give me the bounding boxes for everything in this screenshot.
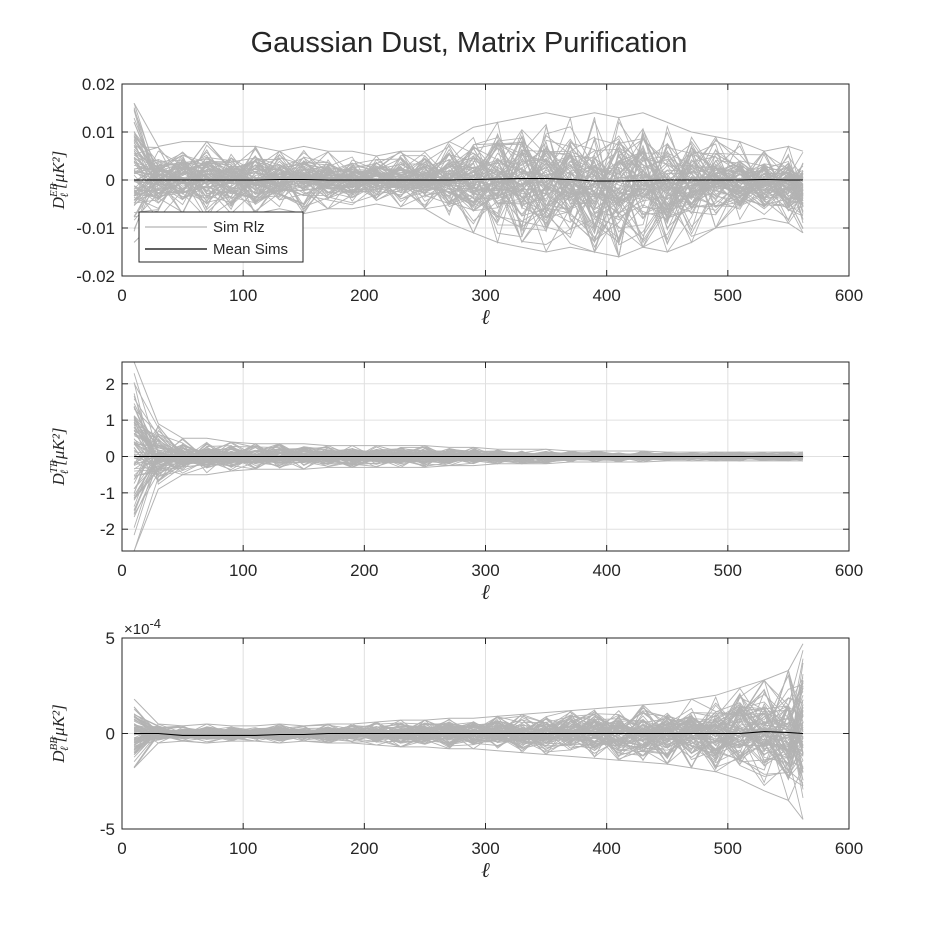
- mean-sims-line: [134, 178, 803, 182]
- legend-label: Sim Rlz: [213, 219, 265, 236]
- sim-rlz-line: [133, 144, 804, 238]
- y-tick-label: 5: [106, 629, 115, 648]
- sim-rlz-upper-envelope: [133, 643, 804, 727]
- sim-rlz-line: [134, 123, 804, 241]
- x-tick-label: 600: [835, 561, 863, 580]
- x-axis-label: ℓ: [481, 858, 490, 882]
- legend-label: Mean Sims: [213, 241, 288, 258]
- y-axis-label: DBBℓ[μK²]: [48, 704, 71, 764]
- sim-realizations: [133, 643, 804, 820]
- x-axis-label: ℓ: [481, 305, 490, 329]
- panels: 0 100 200 300 400 500 6000.020.010-0.01-0.02ℓD…: [48, 75, 863, 882]
- y-tick-label: 1: [106, 411, 115, 430]
- x-tick-label: 400: [592, 561, 620, 580]
- sim-rlz-line: [133, 126, 804, 257]
- sim-rlz-line: [133, 135, 804, 244]
- figure-title: Gaussian Dust, Matrix Purification: [251, 27, 688, 59]
- x-tick-label: 0: [117, 286, 126, 305]
- sim-rlz-line: [134, 698, 804, 781]
- x-tick-label: 0: [117, 839, 126, 858]
- sim-rlz-line: [133, 146, 804, 248]
- sim-rlz-line: [133, 143, 804, 232]
- y-tick-label: -0.02: [76, 267, 115, 286]
- sim-rlz-line: [133, 136, 804, 217]
- mean-sims-line: [134, 731, 804, 736]
- sim-rlz-upper-envelope: [133, 361, 803, 453]
- x-tick-label: 200: [350, 286, 378, 305]
- y-tick-label: 2: [106, 375, 115, 394]
- sim-rlz-lower-envelope: [133, 740, 804, 820]
- x-tick-label: 300: [471, 839, 499, 858]
- sim-rlz-line: [134, 709, 804, 771]
- y-tick-label: 0: [106, 725, 115, 744]
- x-tick-label: 100: [229, 286, 257, 305]
- sim-rlz-upper-envelope: [133, 102, 804, 157]
- sim-rlz-line: [133, 701, 804, 761]
- x-tick-label: 100: [229, 561, 257, 580]
- x-tick-label: 600: [835, 839, 863, 858]
- x-tick-label: 500: [714, 561, 742, 580]
- y-tick-label: -1: [100, 484, 115, 503]
- x-tick-label: 200: [350, 561, 378, 580]
- x-tick-label: 500: [714, 286, 742, 305]
- chart-panel-2: 0 100 200 300 400 500 600 2 1 0 -1 -2 ℓ DTBℓ[μK²]: [48, 361, 863, 604]
- sim-rlz-lower-envelope: [133, 460, 803, 552]
- chart-panel-1: 0 100 200 300 400 500 600 0.02 0.01 0 -0.01 -0.02 ℓ D…: [48, 75, 863, 329]
- sim-rlz-line: [133, 435, 804, 463]
- y-tick-label: -5: [100, 820, 115, 839]
- sim-rlz-line: [133, 117, 804, 253]
- x-tick-label: 600: [835, 286, 863, 305]
- y-tick-label: -2: [100, 520, 115, 539]
- sim-rlz-line: [133, 136, 804, 215]
- y-axis-label: DTBℓ[μK²]: [48, 428, 71, 487]
- x-tick-label: 100: [229, 839, 257, 858]
- y-axis-label: DEBℓ[μK²]: [48, 151, 71, 211]
- x-tick-label: 300: [471, 561, 499, 580]
- x-tick-label: 400: [592, 839, 620, 858]
- sim-rlz-line: [133, 144, 804, 217]
- x-tick-label: 400: [592, 286, 620, 305]
- sim-rlz-line: [133, 138, 804, 235]
- sim-rlz-line: [134, 681, 804, 750]
- y-exponent-label: ×10-4: [124, 616, 161, 638]
- y-tick-label: 0: [106, 171, 115, 190]
- sim-rlz-line: [133, 720, 804, 769]
- legend-box: [138, 211, 304, 263]
- sim-rlz-line: [133, 158, 804, 245]
- x-tick-label: 0: [117, 561, 126, 580]
- x-tick-label: 500: [714, 839, 742, 858]
- y-tick-label: -0.01: [76, 219, 115, 238]
- x-tick-label: 300: [471, 286, 499, 305]
- y-tick-label: 0: [106, 448, 115, 467]
- legend: Sim Rlz Mean Sims: [138, 211, 304, 263]
- y-tick-label: 0.01: [82, 123, 115, 142]
- y-tick-label: 0.02: [82, 75, 115, 94]
- x-tick-label: 200: [350, 839, 378, 858]
- x-axis-label: ℓ: [481, 580, 490, 604]
